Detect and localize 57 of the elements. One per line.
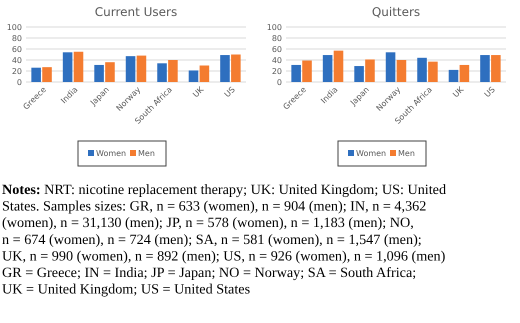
bar [448, 70, 458, 82]
bar [31, 68, 41, 82]
text: States. Samples sizes: GR, n = 633 (women), n = 904 (men); IN, n = 4,362 [2, 198, 426, 215]
y-tick-label: 0 [276, 78, 282, 87]
bar [417, 58, 427, 82]
bar [42, 67, 52, 82]
y-tick-label: 80 [272, 34, 282, 43]
bar [334, 50, 344, 82]
bar [94, 64, 104, 82]
text: (women), n = 31,130 (men); JP, n = 578 (women), n = 1,183 (men); NO, [2, 215, 414, 232]
bar [62, 52, 72, 82]
text: GR = Greece; IN = India; JP = Japan; NO = Norway; SA = South Africa; [2, 265, 416, 281]
bar [168, 60, 178, 82]
bar [157, 63, 167, 82]
text: Notes: NRT: nicotine replacement therapy; UK: United Kingdom; US: United [2, 182, 446, 198]
y-tick-label: 0 [16, 78, 22, 87]
bar [322, 55, 332, 82]
x-tick-label: UK [451, 84, 466, 100]
legend-label: Women [96, 148, 126, 158]
bar [460, 64, 470, 82]
y-tick-label: 20 [12, 66, 22, 76]
y-tick-label: 60 [12, 44, 22, 54]
bar [491, 55, 501, 82]
y-tick-label: 40 [12, 56, 22, 65]
y-tick-label: 100 [6, 22, 22, 32]
x-tick-label: US [482, 85, 497, 100]
bar [126, 56, 136, 82]
bar [302, 60, 312, 82]
x-tick-label: UK [191, 84, 206, 100]
bar [188, 70, 198, 82]
bar [386, 52, 396, 82]
bar [231, 54, 241, 82]
text: n = 674 (women), n = 724 (men); SA, n = 581 (women), n = 1,547 (men); [2, 232, 422, 248]
legend-label: Men [138, 148, 155, 158]
bar [291, 64, 301, 82]
bar [428, 62, 438, 82]
legend-label: Women [356, 148, 386, 158]
x-tick-label: US [222, 85, 237, 100]
bar [365, 59, 375, 82]
bar [105, 62, 115, 82]
y-tick-label: 60 [272, 44, 282, 54]
bar [136, 56, 146, 82]
bar [200, 66, 210, 82]
bar [74, 52, 84, 82]
y-tick-label: 40 [272, 56, 282, 65]
chart-title: Current Users [94, 5, 178, 19]
legend-label: Men [398, 148, 415, 158]
y-tick-label: 80 [12, 34, 22, 43]
bar [354, 66, 364, 82]
bar [480, 55, 490, 82]
chart-title: Quitters [372, 5, 420, 19]
y-tick-label: 100 [266, 22, 282, 32]
text: UK = United Kingdom; US = United States [2, 282, 251, 298]
bar [220, 55, 230, 82]
bar [396, 60, 406, 82]
y-tick-label: 20 [272, 66, 282, 76]
text: UK, n = 990 (women), n = 892 (men); US, n = 926 (women), n = 1,096 (men) [2, 248, 446, 264]
